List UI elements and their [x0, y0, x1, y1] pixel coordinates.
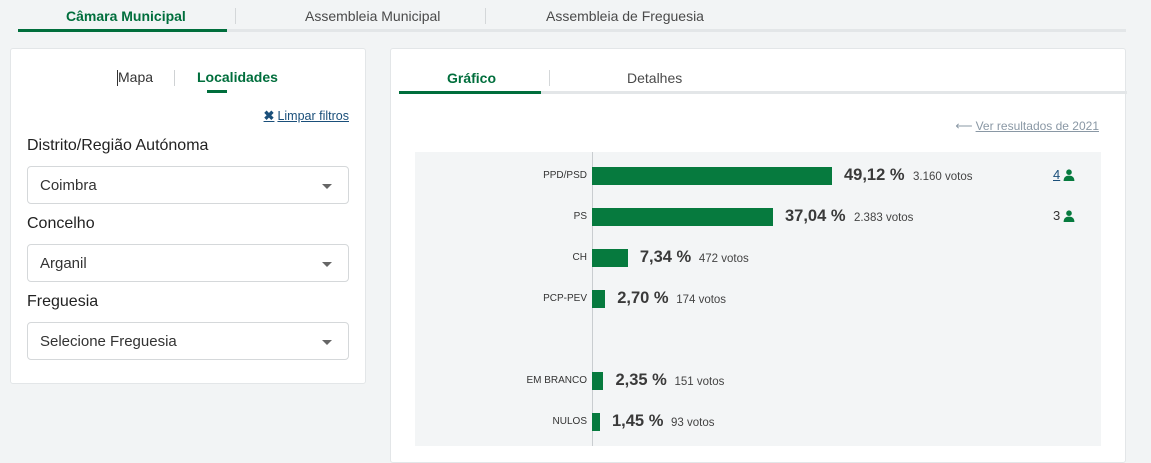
tab-assembleia-freguesia[interactable]: Assembleia de Freguesia	[546, 8, 704, 24]
tab-detalhes[interactable]: Detalhes	[627, 70, 683, 86]
result-row: PPD/PSD 49,12 % 3.160 votos 4	[415, 166, 1101, 186]
chevron-down-icon	[322, 184, 332, 189]
active-tab-indicator	[18, 29, 227, 32]
parish-select-value: Selecione Freguesia	[40, 333, 177, 350]
percent-value: 1,45 %	[612, 412, 664, 430]
district-select-value: Coimbra	[40, 177, 97, 194]
percent-value: 2,70 %	[617, 289, 669, 307]
party-label: NULOS	[552, 416, 587, 427]
tab-assembleia-municipal[interactable]: Assembleia Municipal	[305, 8, 441, 24]
chevron-down-icon	[322, 262, 332, 267]
tab-divider	[485, 8, 486, 24]
municipality-select[interactable]: Arganil	[27, 244, 349, 282]
tab-camara-municipal[interactable]: Câmara Municipal	[66, 8, 186, 24]
parish-select[interactable]: Selecione Freguesia	[27, 322, 349, 360]
tab-grafico[interactable]: Gráfico	[447, 70, 497, 86]
result-bar	[592, 372, 604, 390]
percent-value: 7,34 %	[639, 248, 692, 266]
text-cursor	[117, 70, 118, 86]
percent-value: 37,04 %	[784, 207, 846, 225]
previous-results-link[interactable]: ⟵ Ver resultados de 2021	[955, 119, 1099, 133]
result-bar	[592, 167, 832, 185]
tab-divider	[549, 70, 550, 86]
chevron-down-icon	[322, 340, 332, 345]
result-row: EM BRANCO 2,35 % 151 votos	[415, 371, 1101, 391]
results-chart: PPD/PSD 49,12 % 3.160 votos 4 PS 37,04 % 2.383…	[415, 152, 1101, 446]
close-icon: ✖	[263, 108, 275, 123]
tab-divider	[235, 8, 236, 24]
clear-filters-link[interactable]: ✖ Limpar filtros	[264, 108, 349, 124]
votes-value: 472 votos	[698, 253, 749, 265]
results-view-tabs: Gráfico Detalhes	[399, 49, 1127, 94]
result-row: CH 7,34 % 472 votos	[415, 248, 1101, 268]
person-icon	[1063, 209, 1075, 222]
party-label: PCP-PEV	[543, 293, 587, 304]
filters-panel: Mapa Localidades ✖ Limpar filtros Distri…	[10, 48, 366, 384]
votes-value: 151 votos	[674, 376, 725, 388]
party-label: EM BRANCO	[526, 375, 587, 386]
district-select[interactable]: Coimbra	[27, 166, 349, 204]
result-row: PS 37,04 % 2.383 votos 3	[415, 207, 1101, 227]
party-label: CH	[572, 252, 587, 263]
tab-mapa[interactable]: Mapa	[118, 69, 154, 85]
clear-filters-label: Limpar filtros	[277, 109, 349, 123]
tab-divider	[174, 70, 175, 86]
votes-value: 93 votos	[671, 417, 715, 429]
seats-count[interactable]: 4	[1053, 167, 1075, 182]
municipality-select-value: Arganil	[40, 255, 87, 272]
votes-value: 174 votos	[676, 294, 727, 306]
result-bar	[592, 290, 606, 308]
arrow-left-icon: ⟵	[955, 119, 973, 133]
percent-value: 2,35 %	[615, 371, 667, 389]
tab-localidades[interactable]: Localidades	[197, 69, 278, 85]
active-tab-indicator	[207, 90, 227, 93]
party-label: PS	[573, 211, 587, 222]
party-label: PPD/PSD	[543, 170, 587, 181]
person-icon	[1063, 168, 1075, 181]
results-panel: Gráfico Detalhes ⟵ Ver resultados de 202…	[390, 48, 1127, 463]
result-row: PCP-PEV 2,70 % 174 votos	[415, 289, 1101, 309]
previous-results-label: Ver resultados de 2021	[975, 119, 1099, 133]
election-type-tabs: Câmara Municipal Assembleia Municipal As…	[18, 0, 1126, 32]
parish-label: Freguesia	[27, 293, 99, 310]
result-bar	[592, 208, 773, 226]
result-row: NULOS 1,45 % 93 votos	[415, 412, 1101, 432]
percent-value: 49,12 %	[844, 166, 905, 184]
district-label: Distrito/Região Autónoma	[27, 137, 209, 154]
municipality-label: Concelho	[27, 215, 95, 232]
seats-number: 3	[1053, 208, 1061, 223]
result-bar	[592, 413, 600, 431]
votes-value: 2.383 votos	[853, 212, 914, 224]
active-tab-indicator	[399, 91, 541, 94]
seats-count: 3	[1053, 208, 1075, 223]
seats-number: 4	[1053, 167, 1061, 182]
result-bar	[592, 249, 628, 267]
votes-value: 3.160 votos	[913, 171, 973, 183]
